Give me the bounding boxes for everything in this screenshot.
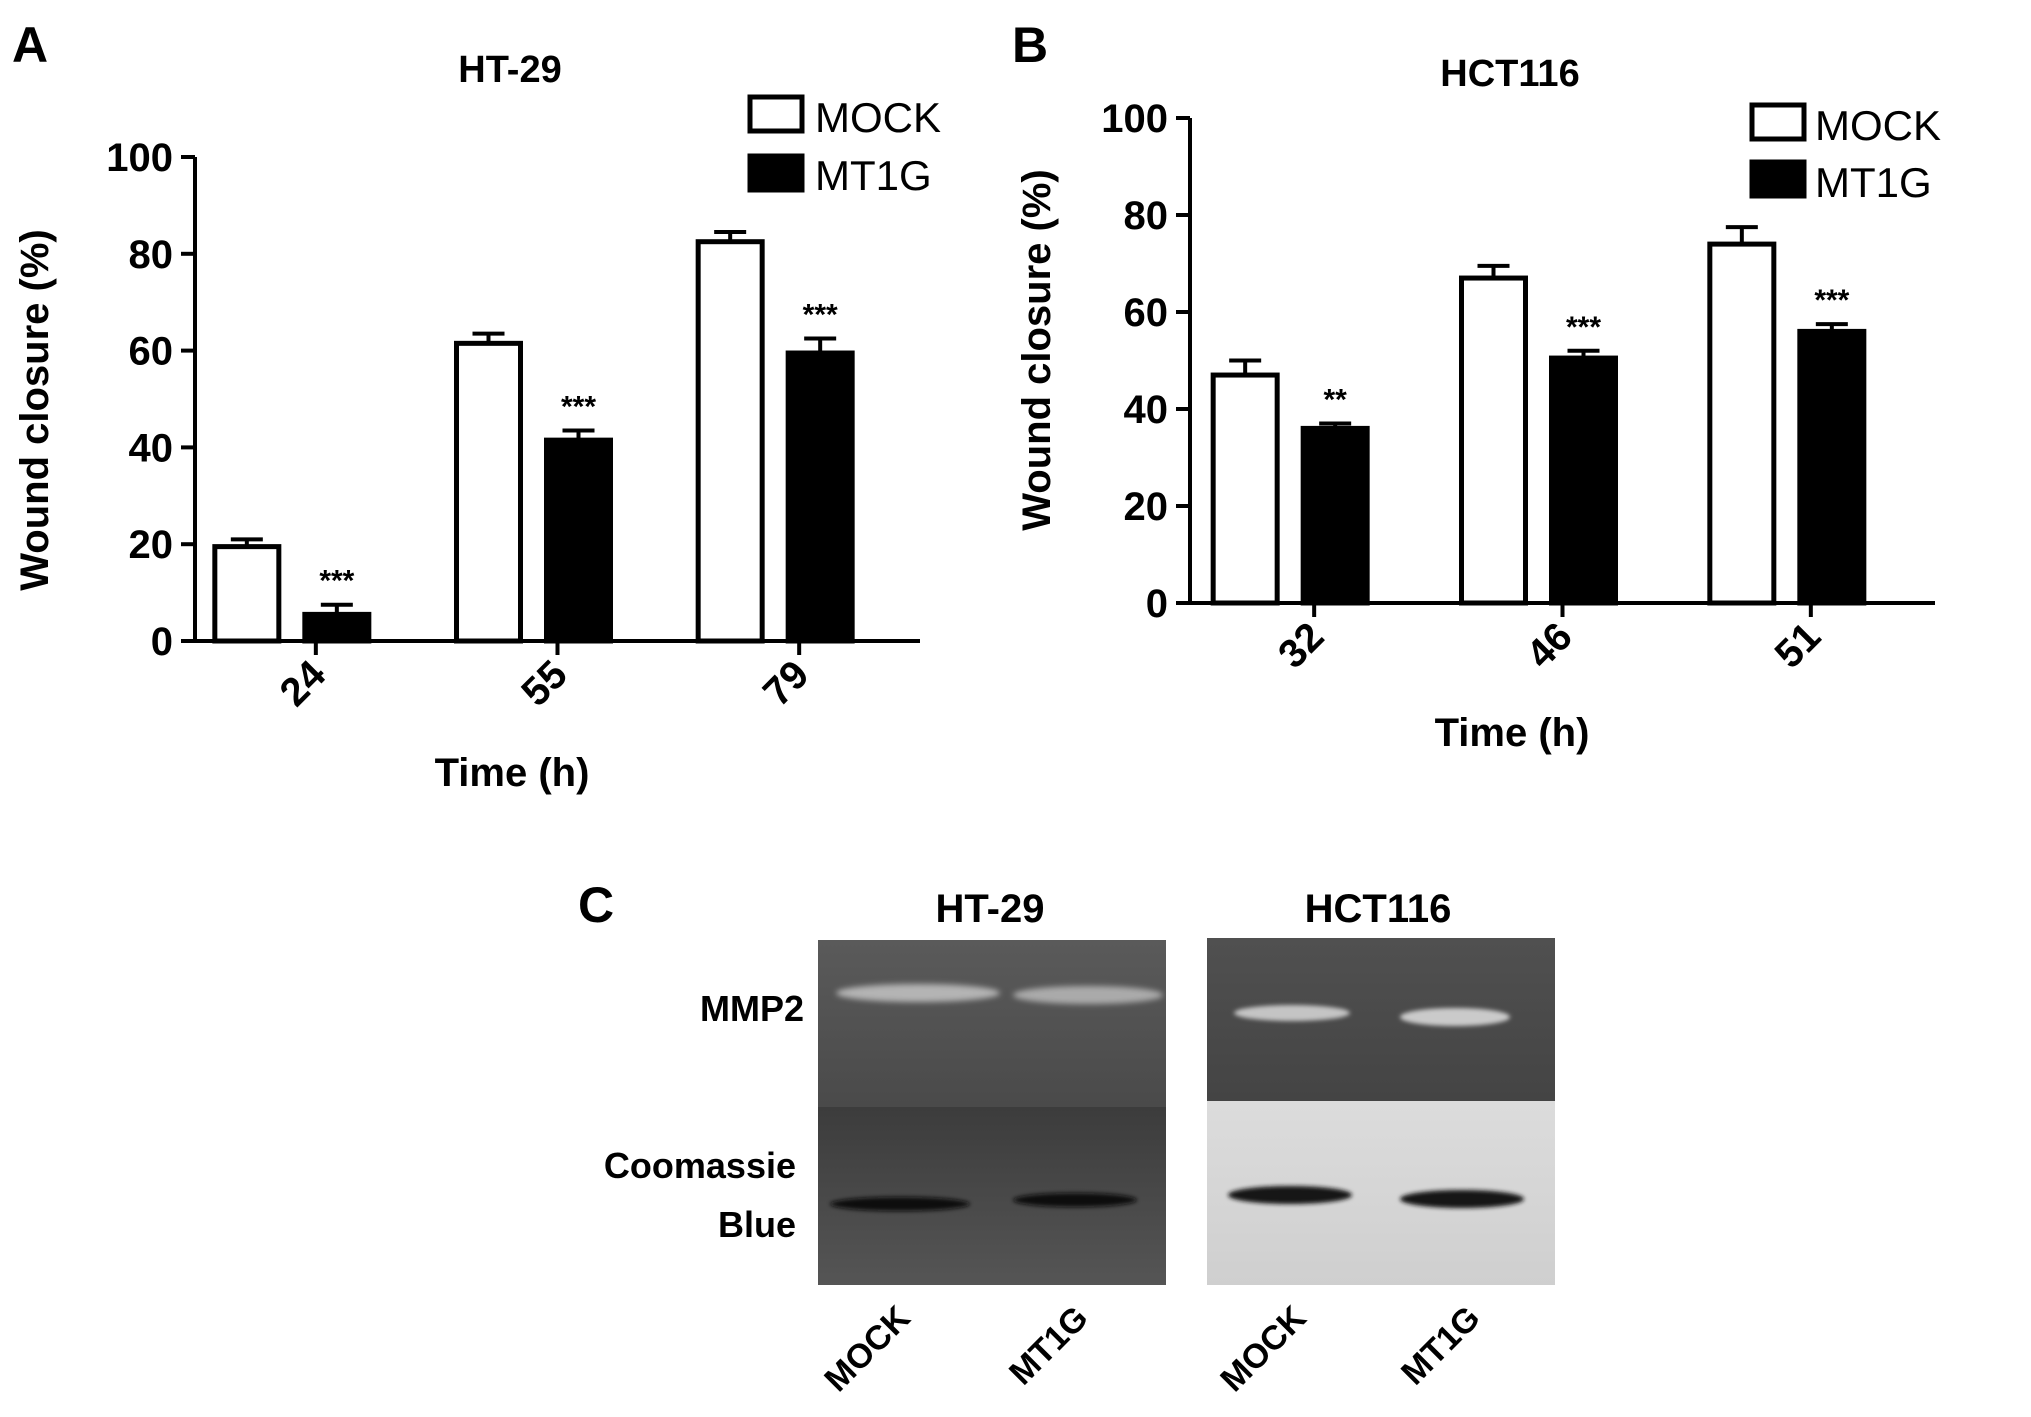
chart-b-ylabel: Wound closure (%) bbox=[1015, 169, 1059, 530]
chart-b-xtick-label: 51 bbox=[1767, 614, 1830, 677]
panel-letter-b: B bbox=[1012, 17, 1048, 73]
gel-ht29-coomassie-band-mt1g bbox=[1013, 1193, 1137, 1207]
chart-a-legend-mock-label: MOCK bbox=[815, 94, 941, 141]
gel-image-hct116 bbox=[1207, 938, 1555, 1285]
chart-b-bar-mock bbox=[1210, 372, 1280, 606]
chart-a-legend-mt1g-label: MT1G bbox=[815, 152, 932, 199]
chart-a-bar-mock bbox=[454, 340, 523, 644]
chart-a-bar-mt1g bbox=[785, 350, 855, 644]
chart-b-significance-label: *** bbox=[1566, 311, 1601, 344]
chart-a-bar-mock bbox=[212, 544, 282, 644]
chart-a-legend-mock-swatch bbox=[747, 94, 805, 134]
chart-b-ytick-label: 0 bbox=[1146, 582, 1168, 626]
chart-b-bar-mt1g bbox=[1797, 328, 1867, 606]
gel-hct116-mmp2-band-mock bbox=[1234, 1005, 1350, 1021]
chart-b-bar-mock bbox=[1707, 241, 1777, 606]
chart-a-bar-mock bbox=[695, 239, 765, 644]
gel-lane-label-ht29-mock: MOCK bbox=[817, 1298, 918, 1399]
chart-b-xtick-label: 32 bbox=[1270, 614, 1333, 677]
gel-panel: HT-29 HCT116 MMP2 Coomassie Blue MOCK MT… bbox=[604, 887, 1555, 1399]
chart-a-legend-mt1g-swatch bbox=[747, 153, 805, 193]
chart-b-significance-label: ** bbox=[1323, 384, 1347, 417]
chart-b-ytick-label: 60 bbox=[1124, 291, 1169, 335]
chart-a-xtick-label: 24 bbox=[272, 652, 335, 715]
gel-row-label-blue: Blue bbox=[718, 1204, 796, 1245]
chart-a-significance-label: *** bbox=[319, 565, 354, 598]
gel-ht29-mmp2-band-mock bbox=[836, 984, 1000, 1002]
gel-lane-label-ht29-mt1g: MT1G bbox=[1002, 1299, 1096, 1393]
gel-hct116-mmp2-band-mt1g bbox=[1400, 1008, 1510, 1026]
gel-ht29-mmp2-band-mt1g bbox=[1013, 986, 1163, 1004]
chart-a-ytick-label: 80 bbox=[129, 233, 174, 277]
chart-a-xlabel: Time (h) bbox=[435, 751, 590, 795]
chart-a-legend: MOCK MT1G bbox=[747, 94, 941, 199]
chart-b-ytick-label: 80 bbox=[1124, 194, 1169, 238]
chart-a-ytick-label: 20 bbox=[129, 523, 174, 567]
gel-lane-label-hct116-mock: MOCK bbox=[1213, 1298, 1314, 1399]
chart-b-bar-mock bbox=[1459, 275, 1528, 606]
panel-letter-a: A bbox=[12, 17, 48, 73]
gel-lane-label-hct116-mt1g: MT1G bbox=[1394, 1299, 1488, 1393]
chart-b-bar-mt1g bbox=[1300, 425, 1370, 606]
chart-b-ytick-label: 100 bbox=[1101, 97, 1168, 141]
gel-row-label-coomassie: Coomassie bbox=[604, 1145, 796, 1186]
chart-a-ylabel: Wound closure (%) bbox=[13, 229, 57, 590]
chart-b-hct116: HCT116 Wound closure (%) Time (h) MOCK M… bbox=[1015, 53, 1941, 755]
chart-a-ytick-label: 60 bbox=[129, 330, 174, 374]
chart-a-xtick-label: 79 bbox=[755, 652, 818, 715]
gel-group-label-hct116: HCT116 bbox=[1305, 887, 1452, 931]
gel-image-ht29 bbox=[818, 940, 1166, 1285]
gel-row-label-mmp2: MMP2 bbox=[700, 988, 804, 1029]
chart-b-legend-mt1g-label: MT1G bbox=[1815, 159, 1932, 206]
chart-b-significance-label: *** bbox=[1814, 284, 1849, 317]
gel-ht29-mmp2-background bbox=[818, 940, 1166, 1107]
chart-a-significance-label: *** bbox=[561, 390, 596, 423]
chart-b-legend: MOCK MT1G bbox=[1749, 102, 1941, 206]
chart-b-legend-mock-swatch bbox=[1749, 102, 1807, 142]
chart-a-ytick-label: 40 bbox=[129, 426, 174, 470]
gel-hct116-coomassie-band-mock bbox=[1228, 1186, 1352, 1204]
chart-b-legend-mt1g-swatch bbox=[1749, 159, 1807, 199]
chart-b-legend-mock-label: MOCK bbox=[1815, 102, 1941, 149]
chart-b-ytick-label: 40 bbox=[1124, 388, 1169, 432]
chart-b-bar-mt1g bbox=[1549, 355, 1618, 606]
chart-b-ytick-label: 20 bbox=[1124, 485, 1169, 529]
chart-a-ytick-label: 0 bbox=[151, 620, 173, 664]
chart-b-title: HCT116 bbox=[1440, 53, 1579, 95]
chart-a-bar-mt1g bbox=[544, 437, 613, 644]
chart-b-xtick-label: 46 bbox=[1518, 614, 1581, 677]
chart-a-significance-label: *** bbox=[803, 299, 838, 332]
chart-a-xtick-label: 55 bbox=[513, 652, 576, 715]
gel-hct116-coomassie-band-mt1g bbox=[1400, 1190, 1524, 1208]
chart-b-xlabel: Time (h) bbox=[1435, 711, 1590, 755]
chart-a-ytick-label: 100 bbox=[106, 136, 173, 180]
panel-letter-c: C bbox=[578, 877, 614, 933]
gel-ht29-coomassie-band-mock bbox=[830, 1197, 970, 1211]
chart-a-ht29: HT-29 Wound closure (%) Time (h) MOCK MT… bbox=[13, 49, 941, 795]
gel-group-label-ht29: HT-29 bbox=[936, 887, 1045, 931]
chart-a-bar-mt1g bbox=[302, 611, 372, 644]
chart-a-title: HT-29 bbox=[458, 49, 561, 91]
